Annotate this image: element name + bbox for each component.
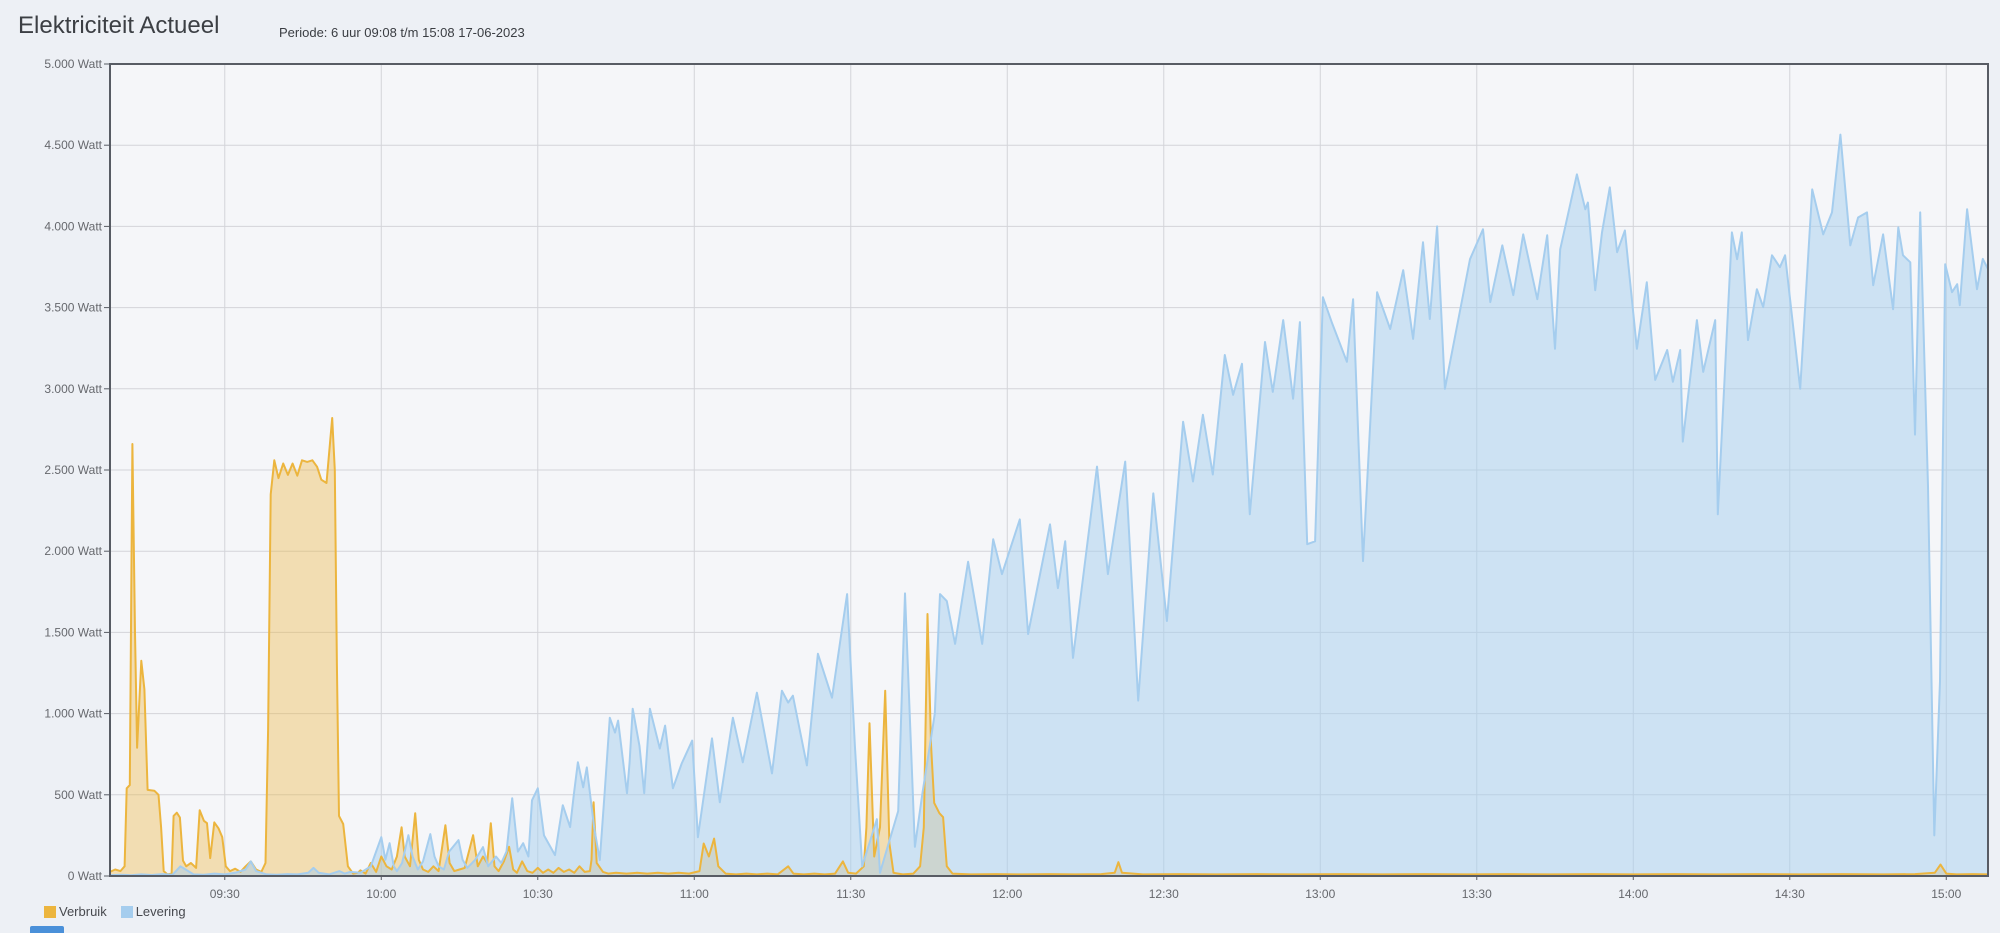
x-axis-label: 11:00: [680, 887, 709, 901]
levering-swatch-icon: [120, 905, 133, 918]
y-axis-label: 3.000 Watt: [44, 382, 102, 396]
y-axis-label: 0 Watt: [68, 869, 103, 883]
page-title: Elektriciteit Actueel: [18, 12, 220, 39]
levering-line: [109, 133, 1989, 877]
verbruik-swatch-icon: [44, 905, 56, 918]
verbruik-area: [110, 418, 1988, 876]
levering-area: [110, 134, 1988, 877]
y-axis-label: 5.000 Watt: [44, 57, 102, 71]
partially-visible-bottom-element[interactable]: [30, 926, 64, 933]
x-axis-label: 13:30: [1462, 887, 1492, 901]
y-axis-label: 1.000 Watt: [44, 707, 102, 721]
y-axis-label: 500 Watt: [54, 788, 102, 802]
x-axis-label: 11:30: [836, 887, 865, 901]
y-axis-label: 2.500 Watt: [44, 463, 102, 477]
x-axis-label: 13:00: [1305, 887, 1335, 901]
verbruik-line: [109, 417, 1989, 876]
legend-item-verbruik[interactable]: Verbruik: [44, 904, 107, 919]
x-axis-label: 10:30: [523, 887, 553, 901]
period-label: Periode: 6 uur 09:08 t/m 15:08 17-06-202…: [279, 25, 525, 40]
x-axis-label: 14:30: [1775, 887, 1805, 901]
chart-legend: Verbruik Levering: [44, 904, 186, 919]
legend-label-levering: Levering: [135, 904, 186, 919]
x-axis-label: 14:00: [1618, 887, 1648, 901]
legend-item-levering[interactable]: Levering: [120, 904, 186, 919]
x-axis-label: 12:30: [1149, 887, 1179, 901]
legend-label-verbruik: Verbruik: [59, 904, 107, 919]
y-axis-label: 1.500 Watt: [44, 625, 102, 639]
y-axis-label: 3.500 Watt: [44, 301, 102, 315]
y-axis-label: 2.000 Watt: [44, 544, 102, 558]
x-axis-label: 15:00: [1931, 887, 1961, 901]
x-axis-label: 09:30: [210, 887, 240, 901]
x-axis-label: 10:00: [366, 887, 396, 901]
y-axis-label: 4.500 Watt: [44, 138, 102, 152]
x-axis-label: 12:00: [992, 887, 1022, 901]
y-axis-label: 4.000 Watt: [44, 219, 102, 233]
